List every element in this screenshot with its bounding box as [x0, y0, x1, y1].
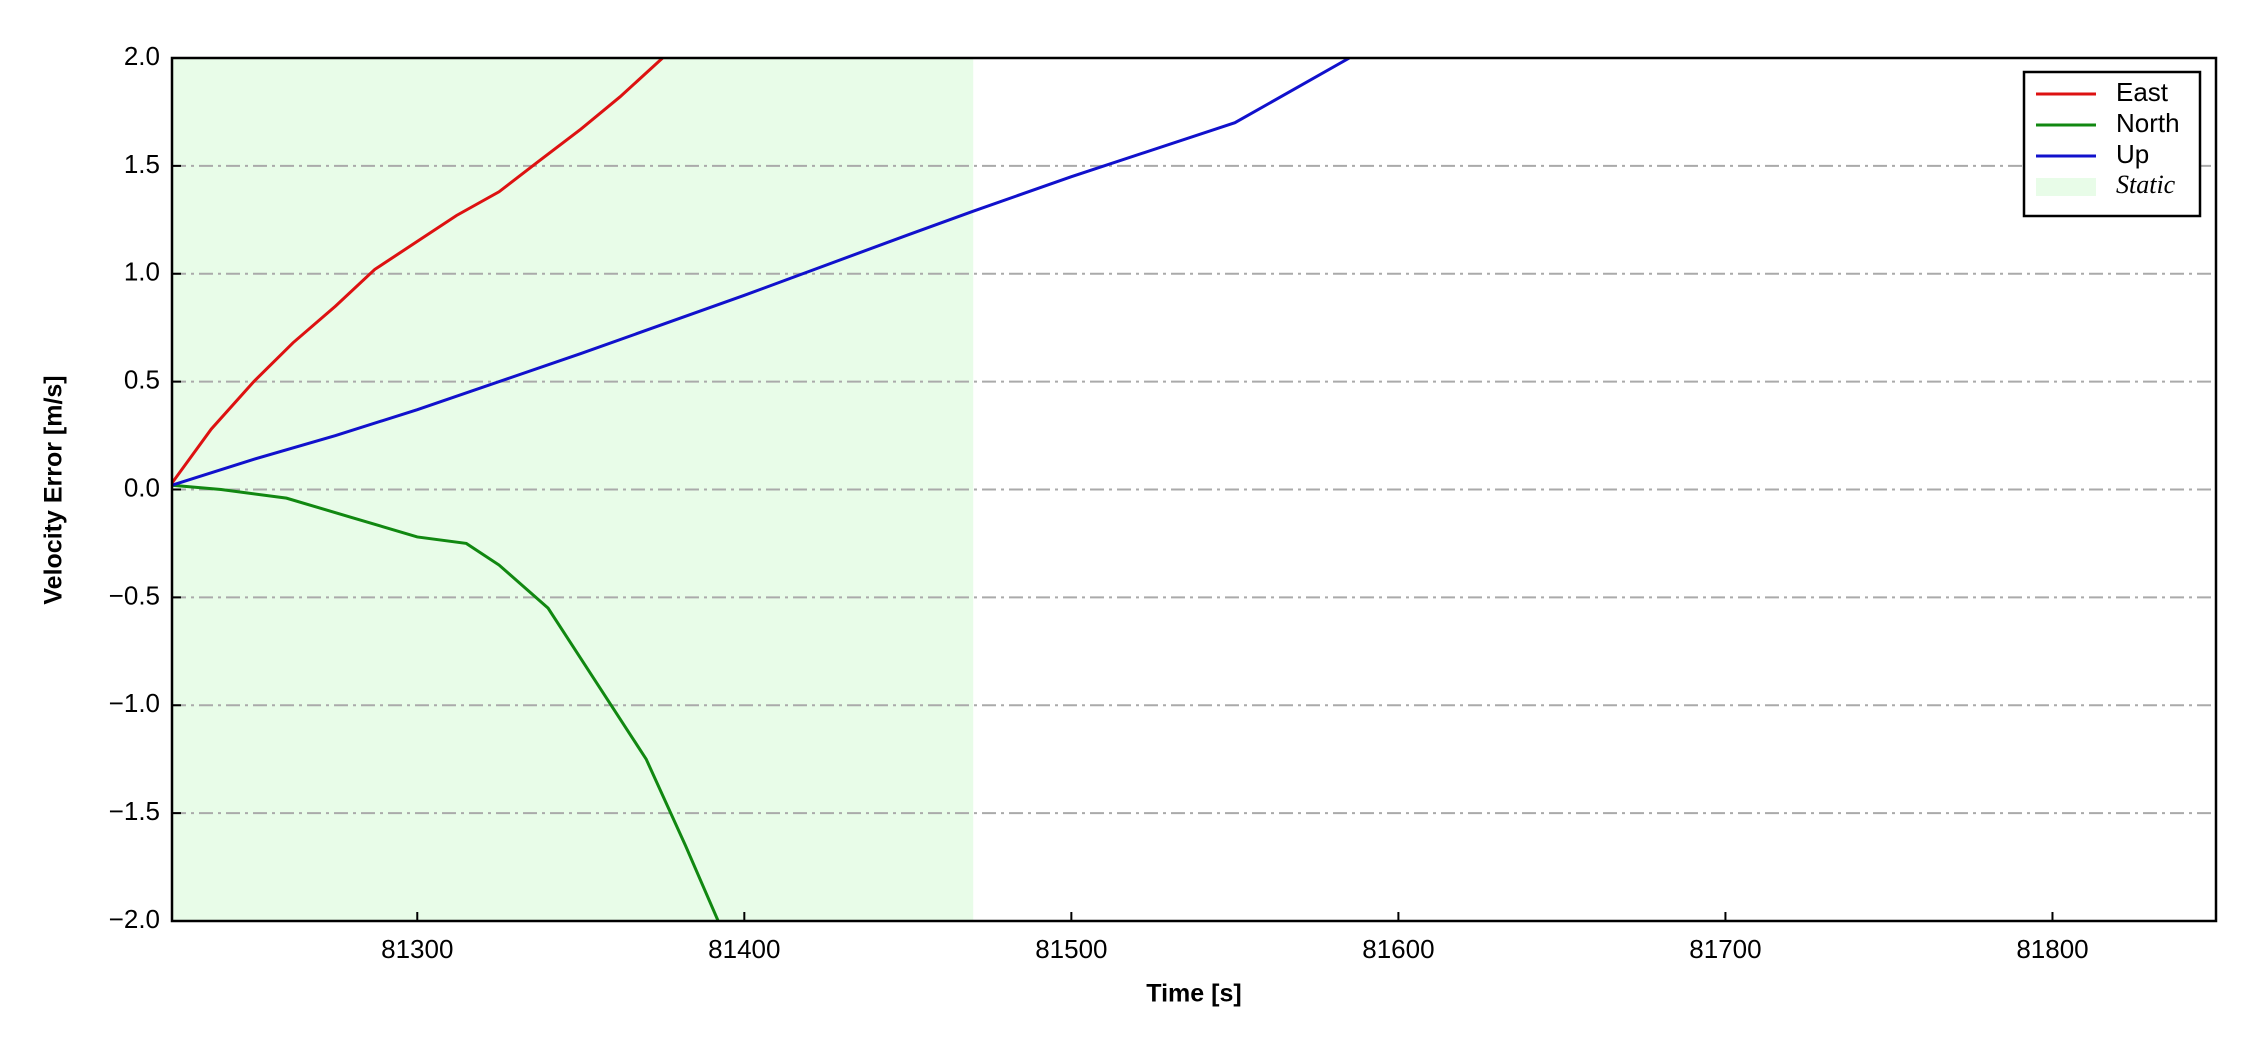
plot-frame — [170, 56, 2218, 923]
y-tick-label: 2.0 — [124, 41, 160, 71]
x-tick-label: 81600 — [1362, 934, 1434, 964]
x-tick-label: 81400 — [708, 934, 780, 964]
y-tick-label: 1.5 — [124, 149, 160, 179]
x-tick-label: 81300 — [381, 934, 453, 964]
legend-label: North — [2116, 108, 2180, 138]
legend-label: Static — [2116, 170, 2176, 199]
y-axis-label: Velocity Error [m/s] — [40, 375, 68, 604]
x-axis-label: Time [s] — [1146, 980, 1241, 1008]
series-line — [172, 58, 1351, 487]
y-tick-label: −1.5 — [109, 796, 160, 826]
y-tick-label: 0.0 — [124, 472, 160, 502]
y-tick-label: 1.0 — [124, 257, 160, 287]
legend-label: East — [2116, 77, 2169, 107]
legend-label: Up — [2116, 139, 2149, 169]
y-tick-label: −0.5 — [109, 580, 160, 610]
y-tick-label: −1.0 — [109, 688, 160, 718]
x-tick-label: 81800 — [2016, 934, 2088, 964]
x-tick-label: 81700 — [1689, 934, 1761, 964]
x-tick-label: 81500 — [1035, 934, 1107, 964]
legend-swatch — [2036, 178, 2096, 196]
y-tick-label: −2.0 — [109, 904, 160, 934]
series-line — [172, 483, 720, 921]
y-tick-label: 0.5 — [124, 365, 160, 395]
series-line — [172, 58, 664, 484]
